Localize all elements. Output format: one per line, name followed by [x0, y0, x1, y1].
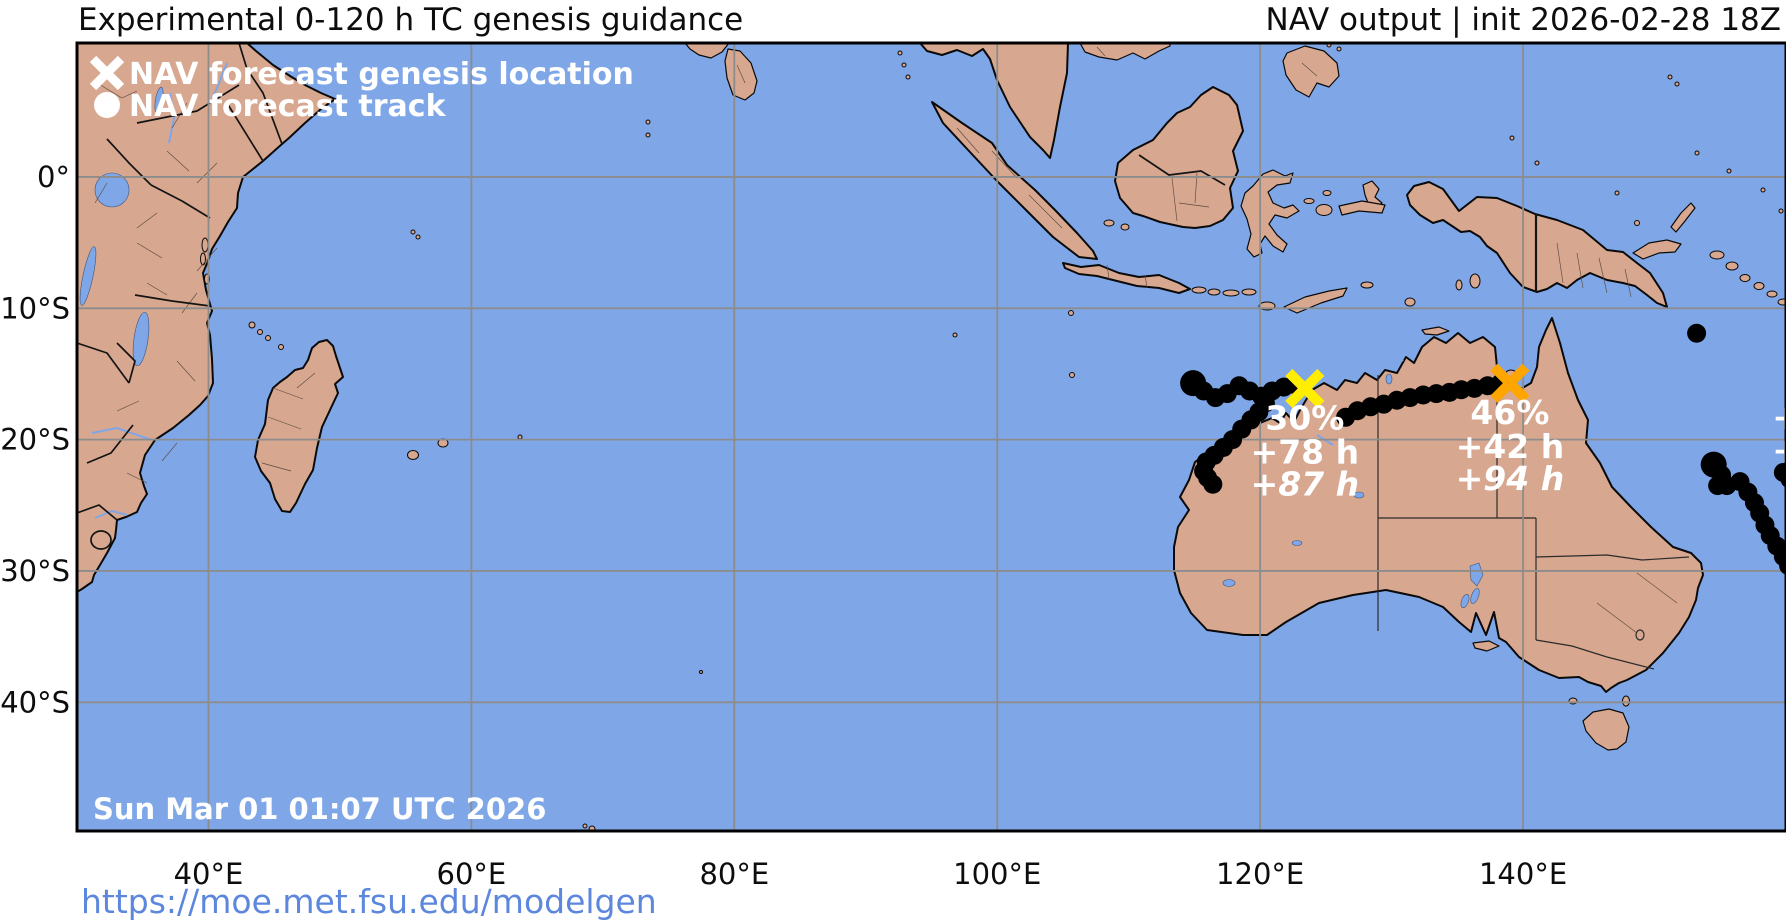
y-tick-label: 30°S — [0, 554, 70, 588]
edge-label-fragment: + — [1772, 398, 1786, 437]
x-tick-label: 60°E — [437, 857, 507, 891]
island-melville — [1421, 326, 1450, 336]
island-new-britain — [1632, 239, 1682, 260]
east-genesis-x-icon — [1490, 363, 1530, 403]
model-init-title: NAV output | init 2026-02-28 18Z — [1265, 2, 1781, 38]
landmass-java — [1062, 262, 1191, 294]
edge-label-fragment: + — [1772, 431, 1786, 470]
west-genesis-x-icon — [1285, 368, 1325, 408]
island-kangaroo — [1472, 640, 1500, 652]
landmass-timor — [1283, 287, 1348, 314]
legend-track-label: NAV forecast track — [129, 89, 447, 124]
west-genesis-label-0: 30% — [1265, 398, 1344, 437]
east-genesis-label-1: +42 h — [1456, 427, 1565, 466]
east-genesis-label-2: +94 h — [1456, 459, 1565, 498]
y-tick-label: 20°S — [0, 423, 70, 457]
clipped-edge-labels: ++ — [1772, 398, 1786, 470]
x-tick-label: 140°E — [1479, 857, 1567, 891]
west-genesis-label-2: +87 h — [1251, 464, 1360, 503]
legend-genesis-x-icon — [89, 55, 125, 91]
x-tick-label: 120°E — [1216, 857, 1304, 891]
y-tick-label: 0° — [37, 160, 70, 194]
west-genesis-label-1: +78 h — [1251, 432, 1360, 471]
landmass-sulawesi — [1240, 169, 1300, 258]
landmass-india-tip — [684, 43, 730, 59]
x-tick-label: 100°E — [953, 857, 1041, 891]
x-tick-label: 80°E — [699, 857, 769, 891]
landmass-malay-peninsula — [919, 43, 1069, 159]
australia-state-borders — [1377, 375, 1690, 670]
y-tick-label: 10°S — [0, 291, 70, 325]
political-borders — [77, 43, 1690, 670]
x-tick-label: 40°E — [174, 857, 244, 891]
landmass-borneo — [1114, 86, 1244, 229]
island-new-ireland — [1670, 202, 1696, 233]
graticule — [77, 43, 1786, 831]
landmass-seram — [1338, 200, 1386, 216]
legend-genesis-label: NAV forecast genesis location — [129, 57, 634, 92]
east-genesis-label-0: 46% — [1470, 393, 1549, 432]
longitude-tick-labels: 40°E 60°E 80°E 100°E 120°E 140°E — [174, 857, 1568, 891]
forecast-tracks — [1180, 323, 1786, 575]
map-legend: NAV forecast genesis location NAV foreca… — [89, 55, 634, 124]
map-frame — [75, 41, 1786, 833]
valid-timestamp: Sun Mar 01 01:07 UTC 2026 — [93, 792, 546, 826]
y-tick-label: 40°S — [0, 685, 70, 719]
latitude-tick-labels: 0° 10°S 20°S 30°S 40°S — [0, 160, 70, 719]
track-dot-lone-dot — [1687, 323, 1707, 343]
landmass-tasmania — [1582, 708, 1630, 751]
genesis-markers: 30%+78 h+87 h 46%+42 h+94 h — [1251, 363, 1565, 503]
track-dot-west-branch-track — [1203, 474, 1223, 494]
landmasses — [77, 43, 1786, 831]
landmass-africa — [77, 43, 336, 593]
landmass-madagascar — [254, 339, 344, 513]
landmass-mindanao — [1282, 45, 1340, 98]
legend-track-dot-icon — [94, 92, 120, 118]
page-title: Experimental 0-120 h TC genesis guidance — [78, 2, 744, 38]
landmass-australia — [1173, 317, 1704, 693]
source-url-link[interactable]: https://moe.met.fsu.edu/modelgen — [81, 882, 657, 921]
track-dot-coral-sea-track — [1779, 556, 1786, 575]
landmass-sumatra — [931, 101, 1098, 260]
